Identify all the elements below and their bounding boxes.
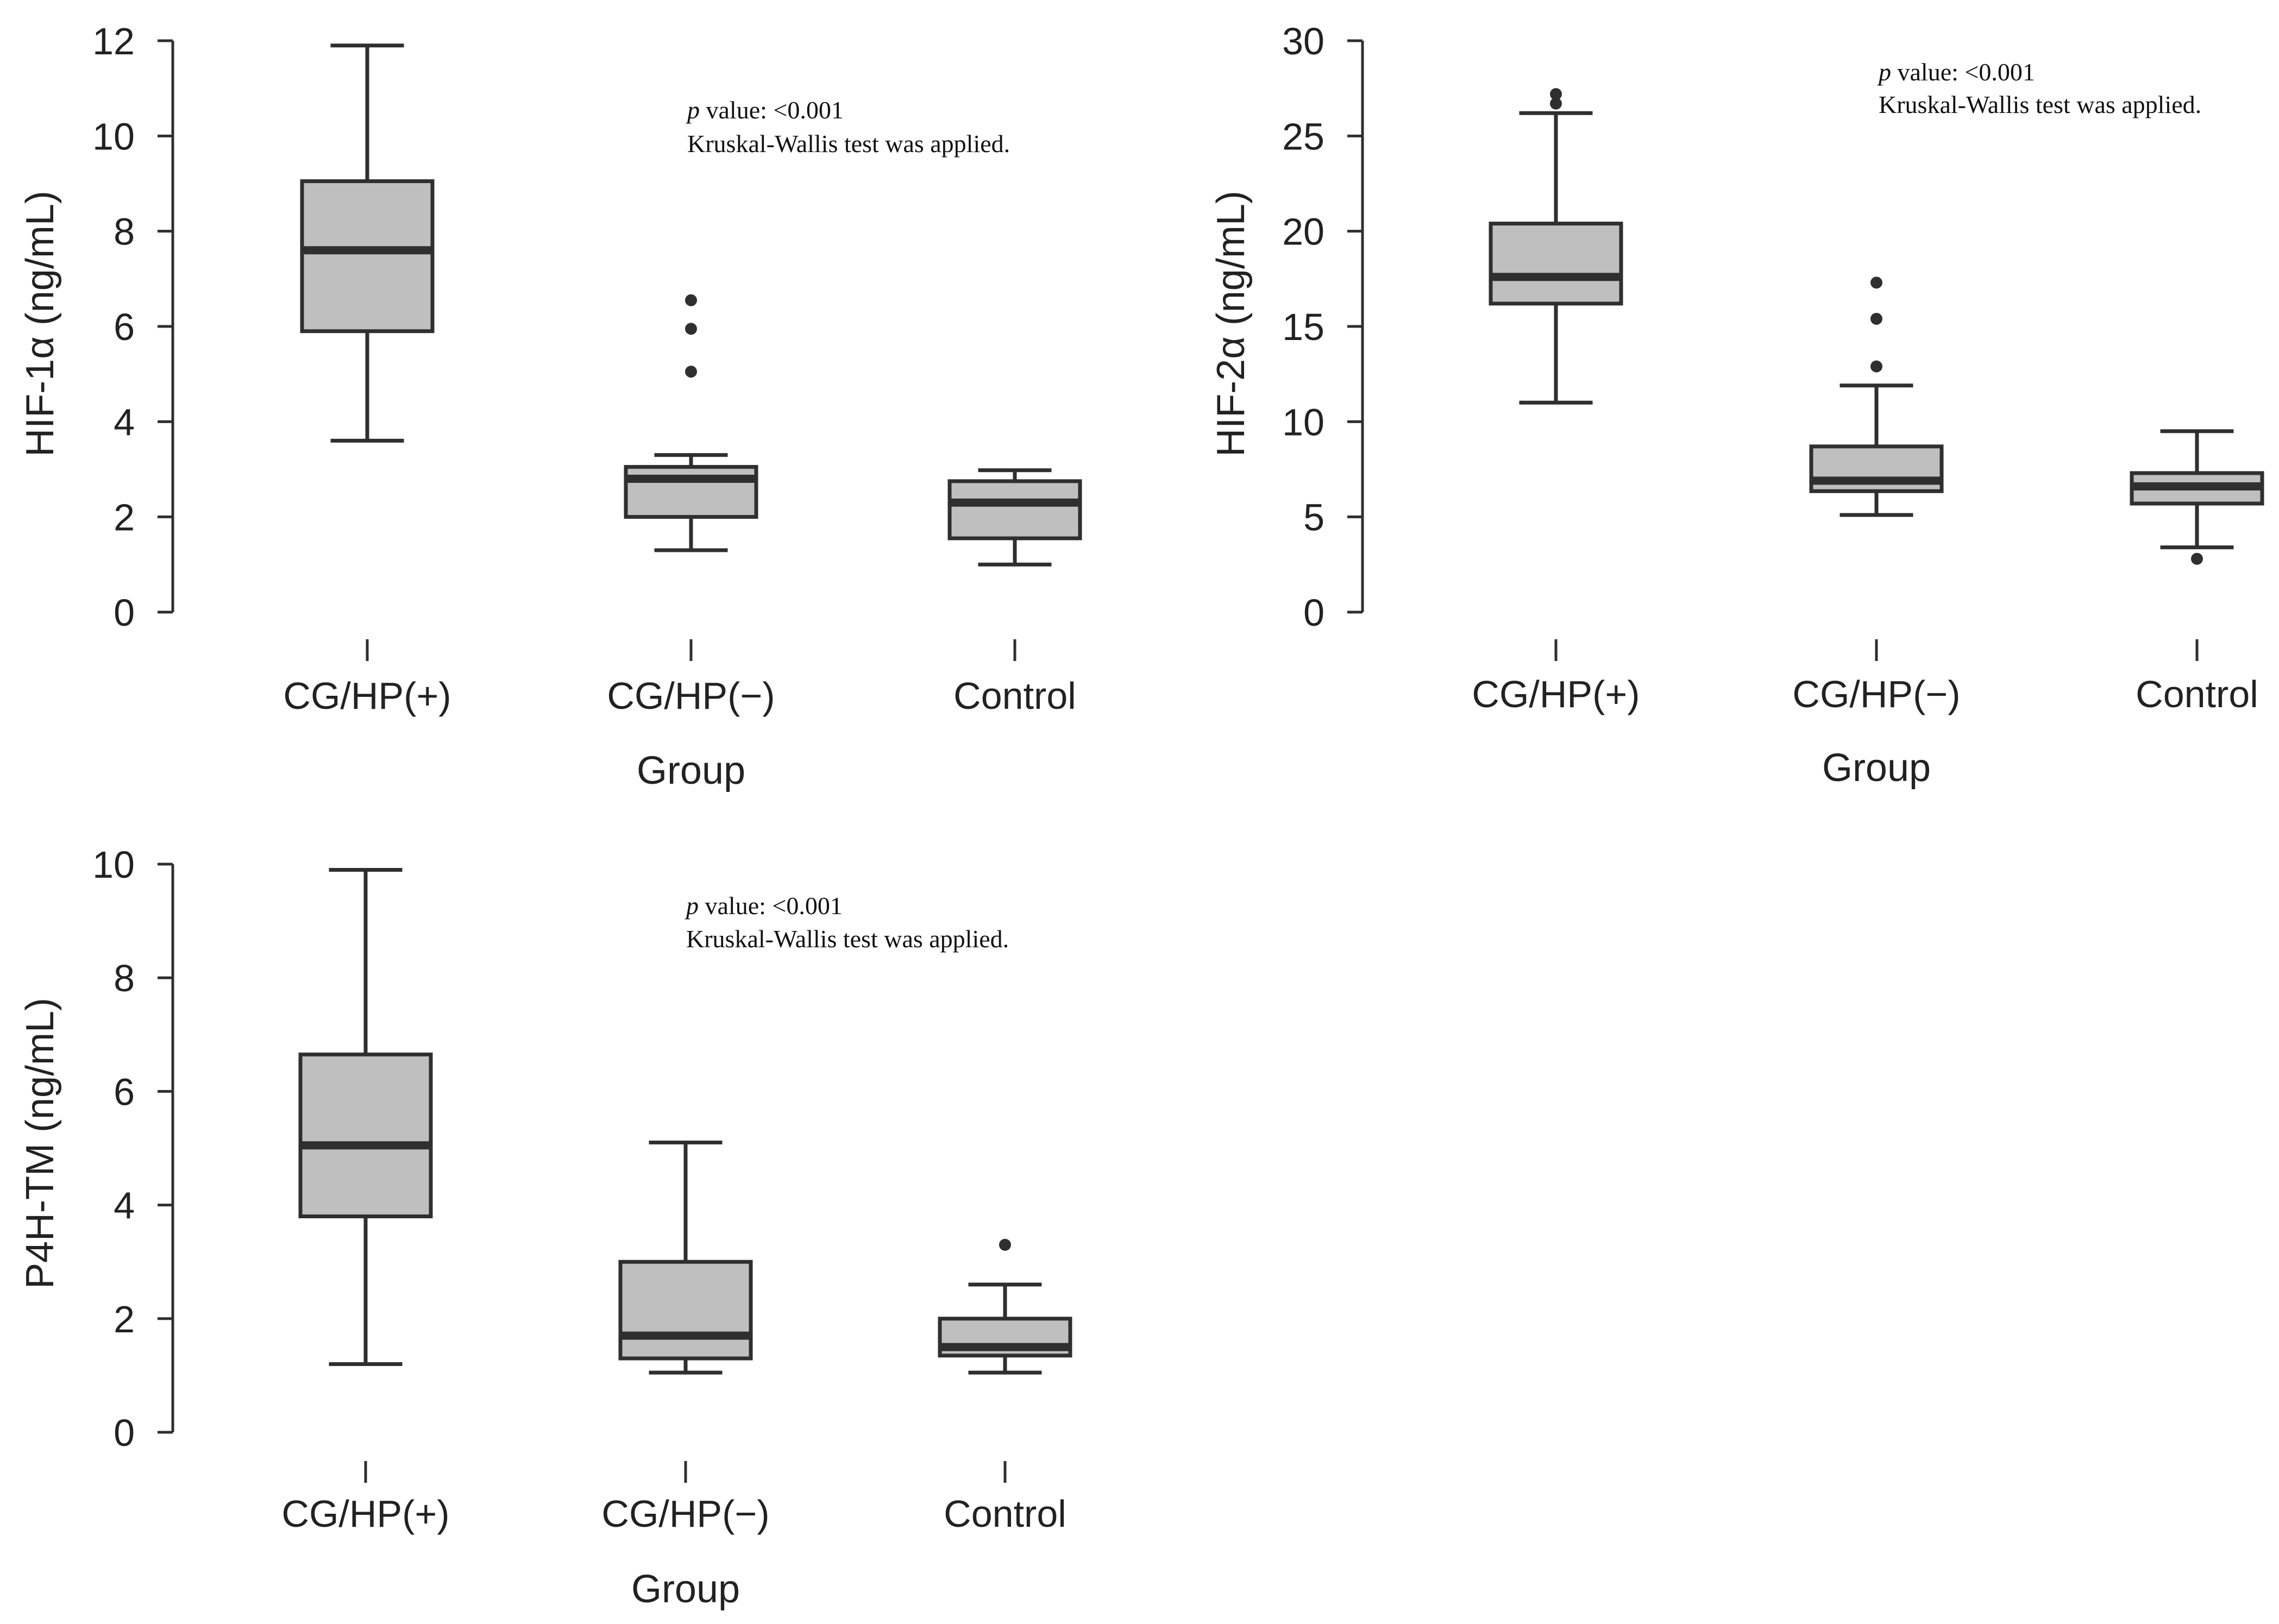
chart-p4htm: P4H-TM (ng/mL) Group p value: <0.001 Kru…: [18, 844, 1072, 1611]
y-axis-title: HIF-2α (ng/mL): [1209, 191, 1253, 457]
box-CG/HP(−): [624, 294, 758, 552]
y-tick-label: 8: [114, 211, 135, 253]
y-tick-label: 0: [114, 591, 135, 634]
iqr-box: [1489, 222, 1623, 306]
x-tick-label: CG/HP(−): [1792, 673, 1960, 715]
p-value-annotation: p value: <0.001: [685, 892, 843, 920]
iqr-box: [947, 479, 1082, 540]
x-tick-label: CG/HP(+): [281, 1493, 449, 1535]
outlier-point: [1550, 97, 1562, 110]
y-tick-label: 2: [114, 496, 135, 539]
y-tick-label: 6: [114, 306, 135, 348]
y-tick-label: 15: [1282, 306, 1324, 348]
x-tick-label: CG/HP(−): [601, 1493, 769, 1535]
test-annotation: Kruskal-Wallis test was applied.: [686, 925, 1009, 953]
x-tick-label: CG/HP(+): [1472, 673, 1640, 715]
outlier-point: [1870, 312, 1882, 325]
y-tick-label: 8: [114, 957, 135, 999]
outlier-point: [999, 1238, 1011, 1251]
y-tick-label: 0: [1303, 591, 1324, 634]
outlier-point: [1550, 88, 1562, 100]
box-CG/HP(−): [1809, 276, 1944, 517]
outlier-point: [685, 323, 697, 335]
chart-hif1a: HIF-1α (ng/mL) Group p value: <0.001 Kru…: [18, 20, 1082, 792]
p-value-text: value: <0.001: [1891, 58, 2035, 86]
x-axis-title: Group: [631, 1568, 740, 1611]
y-tick-label: 6: [114, 1071, 135, 1113]
chart-hif2a: HIF-2α (ng/mL) Group p value: <0.001 Kru…: [1209, 20, 2264, 790]
p-value-text: value: <0.001: [700, 96, 844, 124]
box-CG/HP(−): [618, 1141, 753, 1375]
box-CG/HP(+): [298, 867, 433, 1366]
test-annotation: Kruskal-Wallis test was applied.: [687, 130, 1010, 158]
box-CG/HP(+): [1489, 88, 1623, 405]
p-symbol: p: [1877, 58, 1891, 86]
p-value-text: value: <0.001: [699, 892, 843, 920]
box-Control: [947, 468, 1082, 566]
x-axis-title: Group: [1822, 746, 1931, 790]
x-tick-label: CG/HP(+): [283, 675, 451, 717]
box-CG/HP(+): [300, 43, 435, 443]
y-tick-label: 10: [92, 115, 135, 158]
box-Control: [2130, 429, 2264, 565]
outlier-point: [1870, 360, 1882, 373]
plot-area: 0 5 10 15 20 25 30 CG/HP(+) CG/HP(−) Control: [1282, 20, 2264, 715]
x-tick-label: Control: [2136, 673, 2258, 715]
y-tick-label: 30: [1282, 20, 1324, 62]
y-tick-label: 25: [1282, 115, 1324, 158]
y-tick-label: 12: [92, 20, 135, 62]
outlier-point: [685, 366, 697, 378]
y-tick-label: 4: [114, 1185, 135, 1227]
iqr-box: [624, 465, 758, 519]
y-axis-title: HIF-1α (ng/mL): [18, 191, 62, 457]
p-symbol: p: [685, 892, 699, 920]
outlier-point: [2191, 552, 2203, 565]
p-value-annotation: p value: <0.001: [1877, 58, 2035, 86]
iqr-box: [618, 1260, 753, 1361]
x-tick-label: CG/HP(−): [607, 675, 775, 717]
x-tick-label: Control: [944, 1493, 1066, 1535]
y-tick-label: 20: [1282, 211, 1324, 253]
box-Control: [938, 1238, 1072, 1375]
x-axis-title: Group: [637, 749, 745, 792]
test-annotation: Kruskal-Wallis test was applied.: [1879, 91, 2201, 118]
iqr-box: [298, 1052, 433, 1219]
outlier-point: [685, 294, 697, 306]
y-tick-label: 10: [1282, 401, 1324, 443]
plot-area: 0 2 4 6 8 10 12 CG/HP(+) CG/HP(−) Control: [92, 20, 1082, 717]
y-tick-label: 2: [114, 1298, 135, 1340]
y-tick-label: 4: [114, 401, 135, 443]
plot-area: 0 2 4 6 8 10 CG/HP(+) CG/HP(−) Control: [92, 844, 1072, 1535]
y-tick-label: 0: [114, 1412, 135, 1454]
x-tick-label: Control: [953, 675, 1076, 717]
outlier-point: [1870, 276, 1882, 289]
p-value-annotation: p value: <0.001: [686, 96, 844, 124]
y-tick-label: 10: [92, 844, 135, 886]
iqr-box: [300, 179, 435, 333]
y-axis-title: P4H-TM (ng/mL): [18, 998, 62, 1289]
p-symbol: p: [686, 96, 700, 124]
y-tick-label: 5: [1303, 496, 1324, 539]
